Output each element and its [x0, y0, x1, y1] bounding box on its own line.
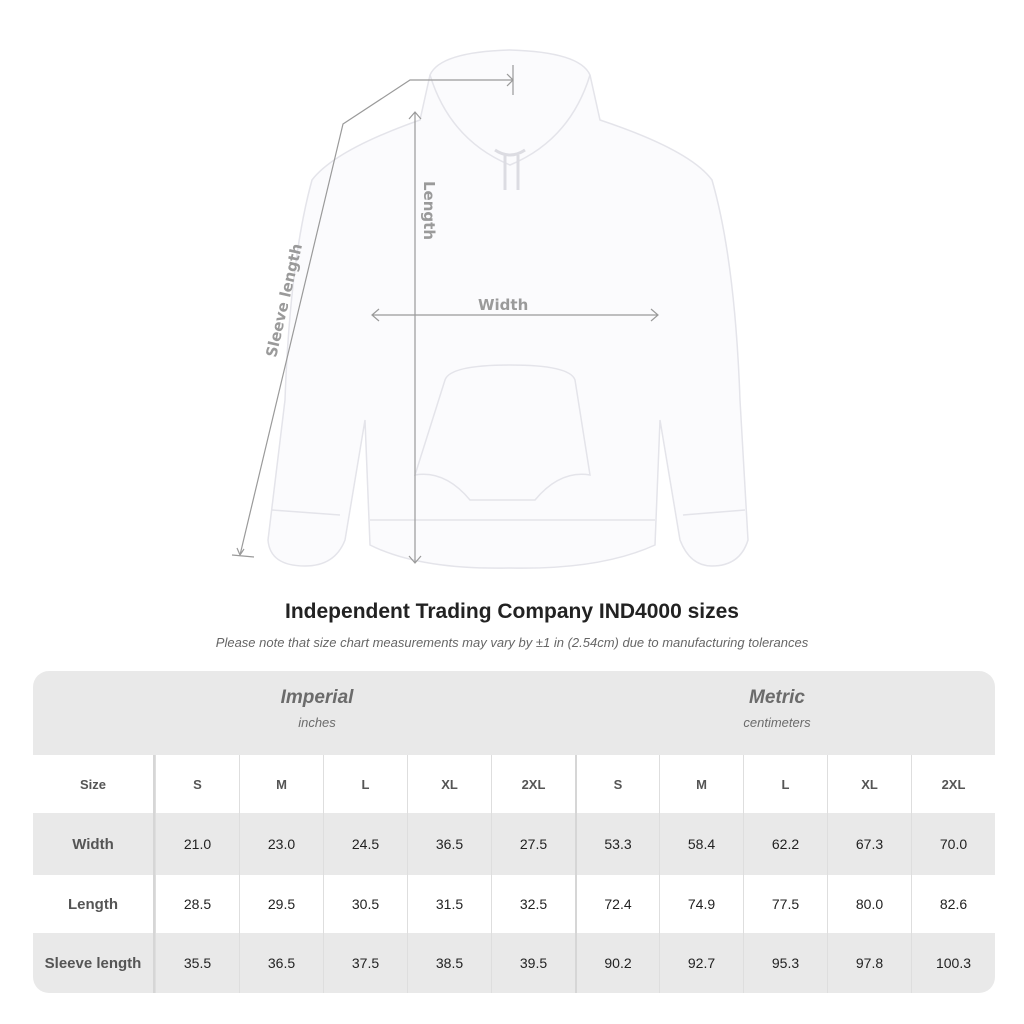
size-cell: 2XL: [911, 755, 995, 813]
table-row: Sleeve length 35.5 36.5 37.5 38.5 39.5 90.2 92.…: [33, 933, 995, 993]
size-cell: S: [155, 755, 239, 813]
metric-group: Metric centimeters: [567, 687, 987, 730]
value-cell: 62.2: [743, 813, 827, 875]
value-cell: 24.5: [323, 813, 407, 875]
size-cell: XL: [827, 755, 911, 813]
value-cell: 23.0: [239, 813, 323, 875]
value-cell: 36.5: [407, 813, 491, 875]
value-cell: 28.5: [155, 875, 239, 933]
hoodie-illustration: [267, 49, 749, 569]
value-cell: 32.5: [491, 875, 575, 933]
imperial-title: Imperial: [280, 687, 354, 708]
value-cell: 38.5: [407, 933, 491, 993]
size-cell: 2XL: [491, 755, 575, 813]
row-label: Length: [33, 875, 155, 933]
value-cell: 67.3: [827, 813, 911, 875]
value-cell: 58.4: [659, 813, 743, 875]
value-cell: 36.5: [239, 933, 323, 993]
value-cell: 77.5: [743, 875, 827, 933]
value-cell: 74.9: [659, 875, 743, 933]
value-cell: 90.2: [575, 933, 659, 993]
size-header-row: Size S M L XL 2XL S M L XL 2XL: [33, 755, 995, 813]
row-label: Width: [33, 813, 155, 875]
value-cell: 80.0: [827, 875, 911, 933]
size-cell: M: [659, 755, 743, 813]
value-cell: 37.5: [323, 933, 407, 993]
unit-header: Imperial inches Metric centimeters: [33, 671, 995, 755]
width-label: Width: [478, 296, 528, 314]
value-cell: 97.8: [827, 933, 911, 993]
value-cell: 29.5: [239, 875, 323, 933]
value-cell: 39.5: [491, 933, 575, 993]
size-cell: M: [239, 755, 323, 813]
size-cell: L: [743, 755, 827, 813]
size-cell: L: [323, 755, 407, 813]
metric-unit: centimeters: [743, 715, 811, 730]
page-title: Independent Trading Company IND4000 size…: [285, 600, 739, 623]
value-cell: 31.5: [407, 875, 491, 933]
measurement-lines: [231, 65, 659, 564]
value-cell: 53.3: [575, 813, 659, 875]
value-cell: 30.5: [323, 875, 407, 933]
value-cell: 92.7: [659, 933, 743, 993]
value-cell: 70.0: [911, 813, 995, 875]
length-label: Length: [420, 181, 438, 240]
tolerance-note: Please note that size chart measurements…: [215, 635, 809, 650]
value-cell: 21.0: [155, 813, 239, 875]
metric-title: Metric: [749, 687, 805, 708]
size-table: Imperial inches Metric centimeters Size S…: [33, 671, 995, 993]
size-cell: XL: [407, 755, 491, 813]
size-cell: S: [575, 755, 659, 813]
imperial-group: Imperial inches: [107, 687, 527, 730]
value-cell: 72.4: [575, 875, 659, 933]
hoodie-measurement-diagram: Length Width Sleeve length: [231, 49, 749, 569]
value-cell: 100.3: [911, 933, 995, 993]
value-cell: 35.5: [155, 933, 239, 993]
imperial-unit: inches: [298, 715, 336, 730]
value-cell: 95.3: [743, 933, 827, 993]
row-label: Size: [33, 755, 155, 813]
row-label: Sleeve length: [33, 933, 155, 993]
value-cell: 82.6: [911, 875, 995, 933]
table-row: Width 21.0 23.0 24.5 36.5 27.5 53.3 58.4 62.2 67.…: [33, 813, 995, 875]
table-row: Length 28.5 29.5 30.5 31.5 32.5 72.4 74.9 77.5 80…: [33, 875, 995, 933]
value-cell: 27.5: [491, 813, 575, 875]
